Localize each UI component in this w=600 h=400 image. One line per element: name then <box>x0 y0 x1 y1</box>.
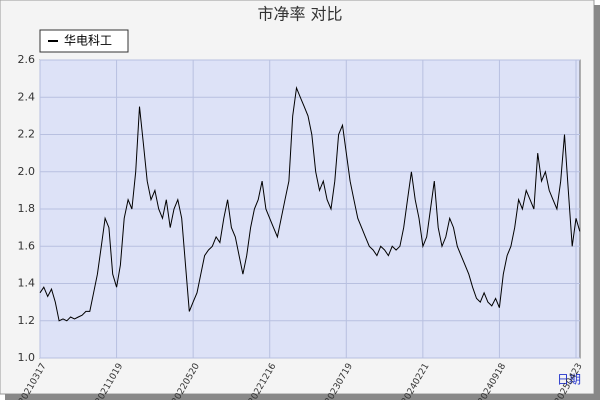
legend-box <box>39 29 129 53</box>
y-tick-label: 2.2 <box>18 128 36 141</box>
y-tick-label: 1.6 <box>18 239 36 252</box>
shadow <box>5 394 600 400</box>
y-tick-label: 2.0 <box>18 165 36 178</box>
legend-label: 华电科工 <box>64 34 112 48</box>
y-tick-label: 2.4 <box>18 90 36 103</box>
chart-title: 市净率 对比 <box>257 5 342 24</box>
y-tick-label: 1.4 <box>18 277 36 290</box>
y-tick-label: 1.2 <box>18 314 36 327</box>
y-tick-label: 1.8 <box>18 202 36 215</box>
x-axis-label: 日期 <box>557 373 581 387</box>
y-tick-label: 1.0 <box>18 351 36 364</box>
y-tick-label: 2.6 <box>18 53 36 66</box>
line-series <box>39 85 581 322</box>
shadow <box>594 5 600 400</box>
